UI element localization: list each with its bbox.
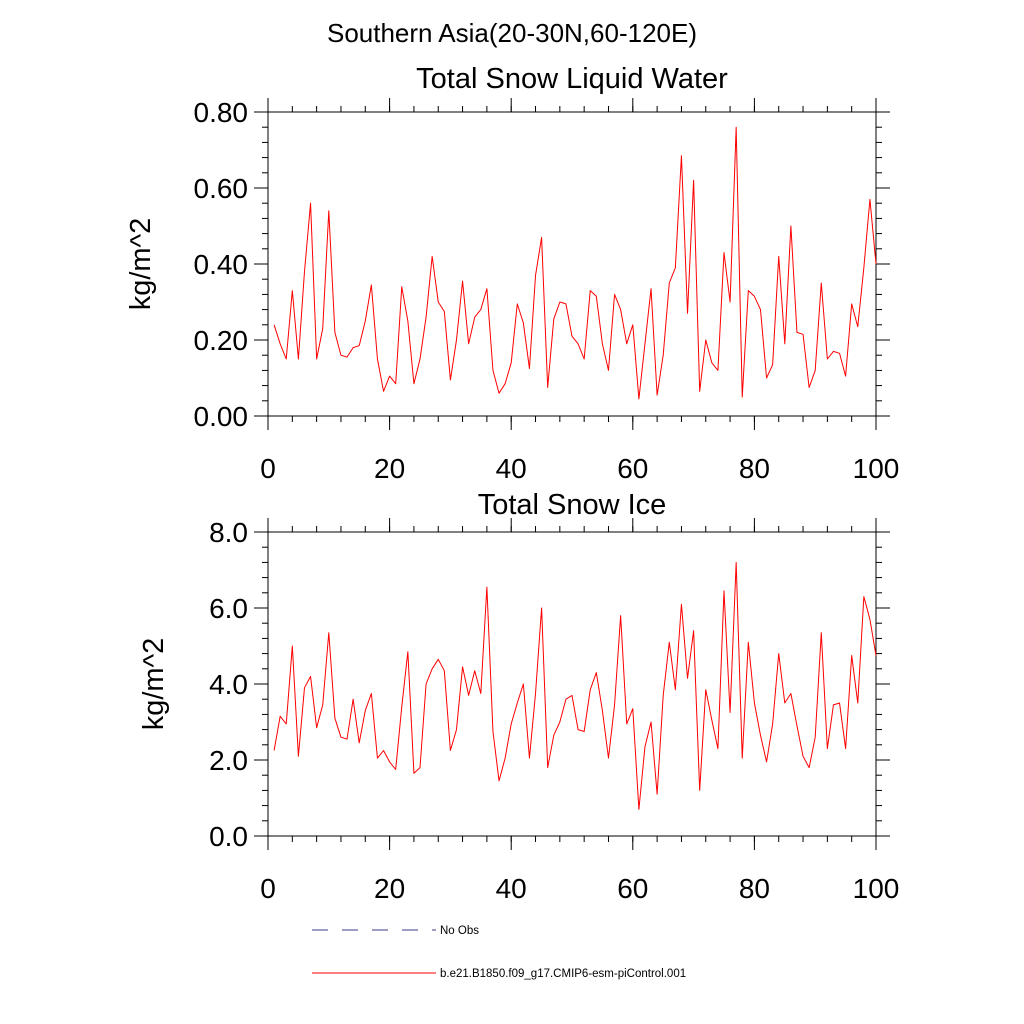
plot-frame — [267, 531, 877, 837]
x-tick-label: 20 — [374, 873, 405, 904]
y-tick-label: 0.60 — [194, 173, 249, 204]
y-axis-label: kg/m^2 — [125, 218, 157, 311]
x-tick-label: 40 — [496, 873, 527, 904]
y-tick-label: 0.40 — [194, 249, 249, 280]
y-tick-label: 6.0 — [209, 593, 248, 624]
x-tick-label: 60 — [617, 873, 648, 904]
y-tick-label: 0.20 — [194, 325, 249, 356]
chart-panel-liquid-water: Total Snow Liquid Water kg/m^2 0.00 0.20 0.4… — [125, 63, 899, 484]
x-tick-label: 20 — [374, 453, 405, 484]
x-tick-label: 100 — [853, 873, 900, 904]
series-line — [273, 561, 877, 810]
x-tick-label: 0 — [260, 873, 276, 904]
legend: No Obs b.e21.B1850.f09_g17.CMIP6-esm-piC… — [312, 925, 686, 980]
x-tick-label: 100 — [853, 453, 900, 484]
chart-title: Total Snow Liquid Water — [416, 63, 728, 95]
y-tick-label: 0.80 — [194, 97, 249, 128]
y-axis-label: kg/m^2 — [138, 638, 170, 731]
chart-panel-snow-ice: Total Snow Ice kg/m^2 0.0 2.0 4.0 6.0 8.0 0 20 40… — [138, 489, 899, 904]
y-tick-label: 0.00 — [194, 401, 249, 432]
series-line — [273, 126, 877, 400]
y-tick-label: 2.0 — [209, 745, 248, 776]
y-tick-label: 4.0 — [209, 669, 248, 700]
plot-frame — [267, 111, 877, 417]
x-tick-label: 40 — [496, 453, 527, 484]
legend-label-no-obs: No Obs — [440, 925, 479, 937]
legend-label-model: b.e21.B1850.f09_g17.CMIP6-esm-piControl.… — [440, 968, 686, 980]
x-tick-label: 80 — [739, 453, 770, 484]
figure-suptitle: Southern Asia(20-30N,60-120E) — [327, 18, 697, 48]
x-tick-label: 80 — [739, 873, 770, 904]
y-tick-label: 0.0 — [209, 821, 248, 852]
x-tick-label: 60 — [617, 453, 648, 484]
x-tick-label: 0 — [260, 453, 276, 484]
chart-title: Total Snow Ice — [478, 489, 667, 521]
y-tick-label: 8.0 — [209, 517, 248, 548]
